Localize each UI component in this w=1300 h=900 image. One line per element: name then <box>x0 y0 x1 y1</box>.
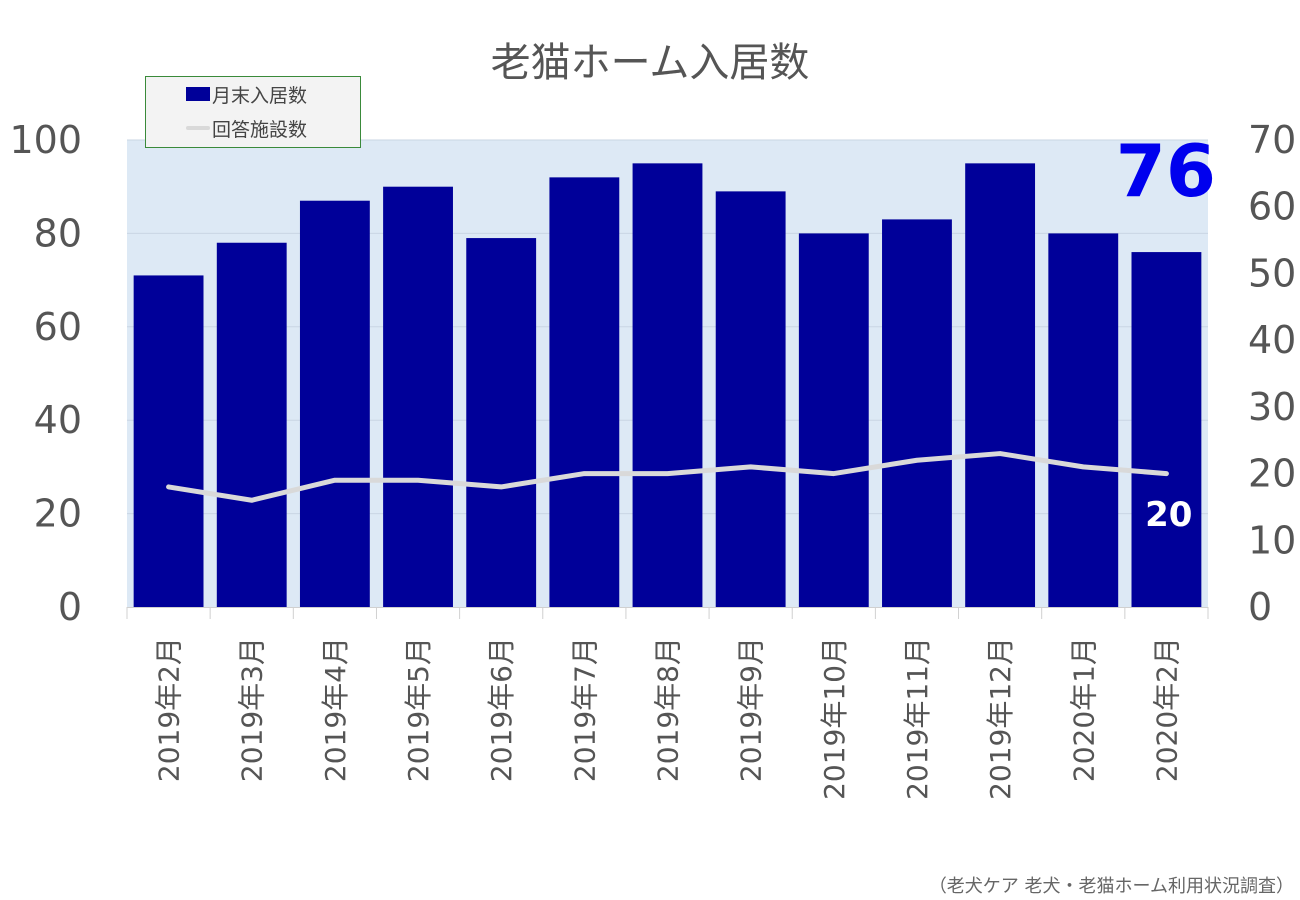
bar <box>632 163 703 607</box>
x-tick-label: 2019年2月 <box>153 637 186 782</box>
x-tick-label: 2019年6月 <box>485 637 518 782</box>
bar <box>216 242 287 608</box>
legend-label-bar: 月末入居数 <box>212 84 308 107</box>
legend-item-line: 回答施設数 <box>186 115 307 141</box>
last-bar-annotation: 76 <box>1116 129 1216 213</box>
bar <box>882 219 952 607</box>
legend-label-line: 回答施設数 <box>212 118 308 141</box>
y-right-tick-label: 60 <box>1248 185 1296 229</box>
bar <box>1131 252 1202 607</box>
x-tick-label: 2020年2月 <box>1150 637 1183 782</box>
legend-swatch-line <box>186 126 210 130</box>
x-tick-label: 2019年3月 <box>236 637 269 782</box>
y-right-tick-label: 0 <box>1248 585 1272 629</box>
x-tick-label: 2019年9月 <box>735 637 768 782</box>
legend-swatch-bar <box>186 87 210 101</box>
bar <box>549 177 620 608</box>
x-tick-label: 2019年10月 <box>818 637 851 800</box>
y-left-tick-label: 100 <box>9 118 82 162</box>
x-tick-label: 2019年12月 <box>984 637 1017 800</box>
y-right-tick-label: 30 <box>1248 385 1296 429</box>
bar <box>466 238 537 607</box>
x-tick-label: 2020年1月 <box>1067 637 1100 782</box>
chart-title: 老猫ホーム入居数 <box>490 40 810 86</box>
source-note: （老犬ケア 老犬・老猫ホーム利用状況調査） <box>928 876 1294 897</box>
legend-item-bar: 月末入居数 <box>186 81 307 107</box>
x-tick-label: 2019年7月 <box>568 637 601 782</box>
bar <box>133 275 204 607</box>
x-tick-label: 2019年4月 <box>319 637 352 782</box>
bar <box>1048 233 1119 607</box>
y-right-tick-label: 70 <box>1248 118 1296 162</box>
y-right-tick-label: 40 <box>1248 318 1296 362</box>
y-left-tick-label: 60 <box>34 305 82 349</box>
y-right-tick-label: 20 <box>1248 452 1296 496</box>
legend: 月末入居数 回答施設数 <box>145 76 361 148</box>
bar <box>965 163 1036 607</box>
last-line-annotation: 20 <box>1145 495 1192 535</box>
y-left-tick-label: 80 <box>34 211 82 255</box>
x-tick-label: 2019年8月 <box>652 637 685 782</box>
y-left-tick-label: 40 <box>34 398 82 442</box>
line-series <box>166 451 1169 503</box>
bar <box>299 200 370 607</box>
y-right-tick-label: 10 <box>1248 518 1296 562</box>
y-left-tick-label: 20 <box>34 492 82 536</box>
bar <box>798 233 869 607</box>
x-tick-label: 2019年5月 <box>402 637 435 782</box>
y-right-tick-label: 50 <box>1248 251 1296 295</box>
x-tick-label: 2019年11月 <box>901 637 934 800</box>
bar <box>383 186 453 607</box>
y-left-tick-label: 0 <box>58 585 82 629</box>
bar <box>715 191 786 607</box>
